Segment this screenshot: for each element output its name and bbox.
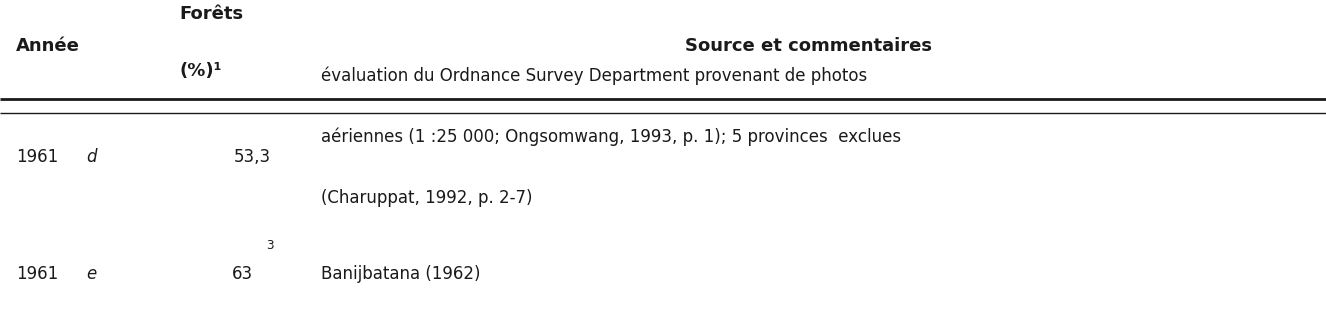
Text: 1961: 1961 — [16, 265, 58, 283]
Text: Forêts: Forêts — [179, 5, 243, 23]
Text: Source et commentaires: Source et commentaires — [686, 37, 932, 55]
Text: aériennes (1 :25 000; Ongsomwang, 1993, p. 1); 5 provinces  exclues: aériennes (1 :25 000; Ongsomwang, 1993, … — [321, 128, 902, 146]
Text: Banijbatana (1962): Banijbatana (1962) — [321, 265, 480, 283]
Text: (Charuppat, 1992, p. 2-7): (Charuppat, 1992, p. 2-7) — [321, 189, 533, 208]
Text: 1961: 1961 — [16, 148, 58, 167]
Text: 53,3: 53,3 — [233, 148, 271, 167]
Text: d: d — [86, 148, 97, 167]
Text: e: e — [86, 265, 97, 283]
Text: évaluation du Ordnance Survey Department provenant de photos: évaluation du Ordnance Survey Department… — [321, 66, 867, 85]
Text: Année: Année — [16, 37, 80, 55]
Text: (%)¹: (%)¹ — [179, 62, 221, 80]
Text: 3: 3 — [267, 239, 274, 252]
Text: 63: 63 — [232, 265, 253, 283]
